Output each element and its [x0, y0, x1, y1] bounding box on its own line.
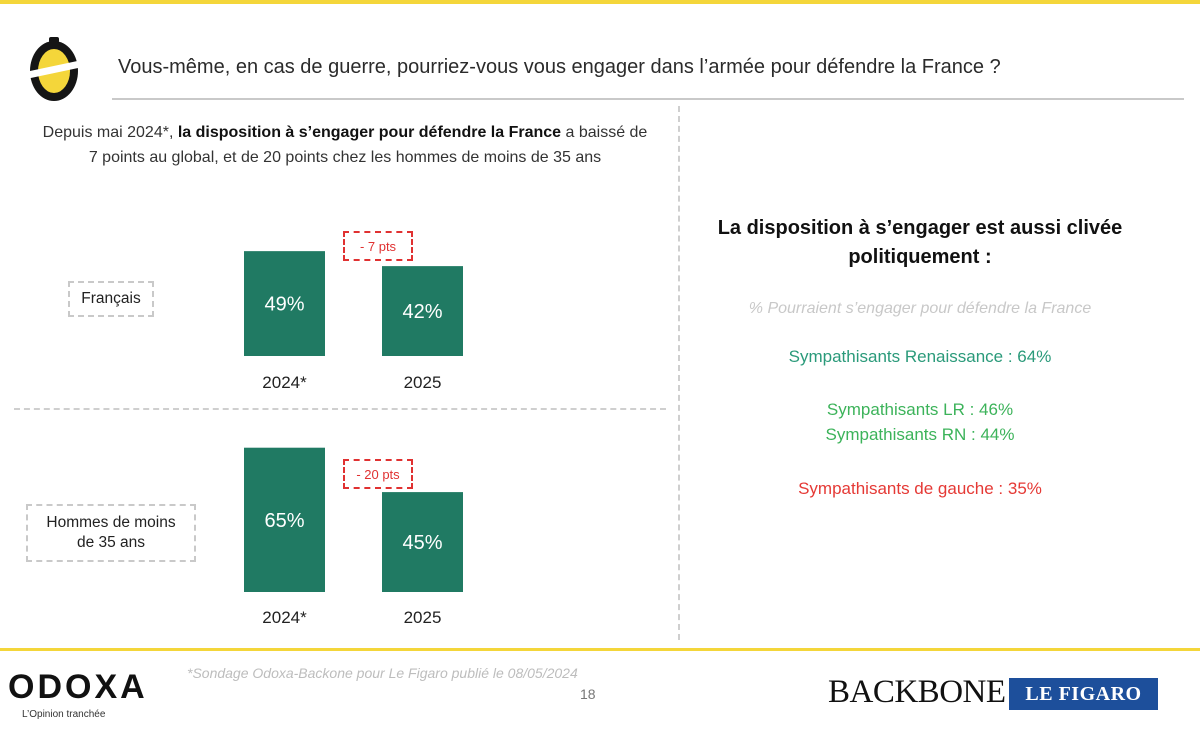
- bar-0-0: [244, 251, 325, 356]
- bar-value-label: 65%: [264, 510, 304, 532]
- bar-value-label: 49%: [264, 294, 304, 316]
- backbone-logo: BACKBONE: [828, 674, 1006, 710]
- delta-label: - 7 pts: [359, 238, 397, 254]
- side-title: La disposition à s’engager est aussi cli…: [717, 217, 1123, 268]
- footer-accent-rule: [0, 648, 1200, 651]
- intro-suffix: a baissé de 7 points au global, et de 20…: [88, 124, 648, 166]
- bar-value-label: 42%: [402, 301, 442, 323]
- bar-value-label: 45%: [402, 532, 442, 554]
- group-label-francais: Français: [68, 281, 154, 317]
- side-subtitle: % Pourraient s’engager pour défendre la …: [748, 300, 1092, 317]
- category-label: 2025: [404, 608, 442, 627]
- page-number: 18: [580, 686, 596, 702]
- bar-1-1: [382, 492, 463, 592]
- group-label-hommes: Hommes de moins de 35 ans: [26, 504, 196, 562]
- source-note: *Sondage Odoxa-Backone pour Le Figaro pu…: [187, 665, 578, 681]
- category-label: 2024*: [262, 608, 307, 627]
- party-renaissance: Sympathisants Renaissance : 64%: [788, 347, 1052, 366]
- intro-highlight: la disposition à s’engager pour défendre…: [177, 124, 562, 141]
- odoxa-logo: ODOXA: [8, 668, 148, 706]
- delta-badge-hommes: - 20 pts: [343, 459, 413, 489]
- group-label-text: Hommes de moins de 35 ans: [46, 514, 176, 551]
- odoxa-tagline: L’Opinion tranchée: [22, 709, 106, 720]
- intro-prefix: Depuis mai 2024*,: [42, 124, 178, 141]
- delta-badge-francais: - 7 pts: [343, 231, 413, 261]
- odoxa-lemon-icon: [27, 37, 81, 101]
- bar-1-0: [244, 447, 325, 592]
- question-title: Vous-même, en cas de guerre, pourriez-vo…: [118, 56, 1001, 78]
- horizontal-divider: [14, 408, 666, 410]
- category-label: 2024*: [262, 373, 307, 392]
- vertical-divider: [678, 106, 680, 640]
- category-label: 2025: [404, 373, 442, 392]
- delta-label: - 20 pts: [356, 466, 400, 482]
- top-accent-rule: [0, 0, 1200, 4]
- bar-0-1: [382, 266, 463, 356]
- le-figaro-logo: LE FIGARO: [1009, 678, 1158, 710]
- party-rn: Sympathisants RN : 44%: [825, 425, 1015, 444]
- bar-chart: 49% 2024* 42% 2025 65% 2024* 45% 2025: [244, 251, 463, 627]
- party-lr: Sympathisants LR : 46%: [826, 400, 1014, 419]
- party-gauche: Sympathisants de gauche : 35%: [798, 479, 1042, 498]
- title-underline: [112, 98, 1184, 100]
- group-label-text: Français: [81, 290, 141, 307]
- intro-text: Depuis mai 2024*, la disposition à s’eng…: [40, 120, 650, 170]
